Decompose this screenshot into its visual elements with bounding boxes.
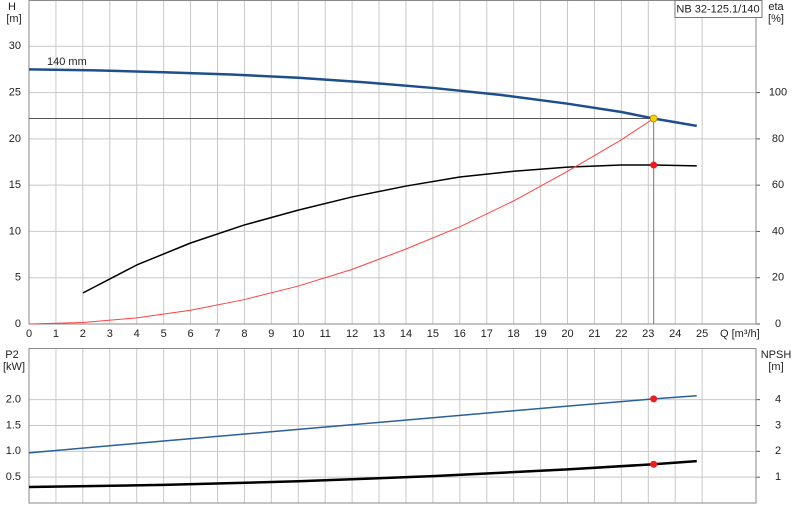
y2-axis-label: NPSH xyxy=(761,349,792,361)
y-axis-label: H xyxy=(8,1,16,13)
x-tick-label: 17 xyxy=(481,328,493,340)
curve xyxy=(28,459,697,489)
x-tick-label: 3 xyxy=(107,328,113,340)
x-tick-label: 21 xyxy=(588,328,600,340)
y-tick-label: 30 xyxy=(9,40,21,52)
plot-frame xyxy=(28,348,757,504)
y2-tick-label: 100 xyxy=(769,86,787,98)
x-tick-label: 11 xyxy=(319,328,330,340)
y2-tick-label: 4 xyxy=(775,394,781,406)
y-tick-label: 15 xyxy=(9,179,21,191)
y2-tick-label: 1 xyxy=(775,471,781,483)
y2-tick-label: 80 xyxy=(772,133,784,145)
x-tick-label: 0 xyxy=(26,328,32,340)
x-tick-label: 9 xyxy=(268,328,274,340)
curve xyxy=(82,164,697,294)
x-tick-label: 6 xyxy=(187,328,193,340)
y2-tick-label: 0 xyxy=(775,318,781,330)
y2-tick-label: 3 xyxy=(775,419,781,431)
plot-frame xyxy=(28,0,757,325)
duty-point xyxy=(650,161,658,169)
y-tick-label: 20 xyxy=(9,133,21,145)
y-axis-label: P2 xyxy=(5,349,18,361)
duty-point xyxy=(650,460,658,468)
x-tick-label: 18 xyxy=(508,328,520,340)
y-tick-label: 1.0 xyxy=(6,445,21,457)
y-axis-unit: [kW] xyxy=(3,361,25,373)
x-tick-label: 19 xyxy=(534,328,546,340)
y-tick-label: 25 xyxy=(9,86,21,98)
y2-tick-label: 2 xyxy=(775,445,781,457)
x-tick-label: 4 xyxy=(134,328,140,340)
curve-annotation: 140 mm xyxy=(47,56,87,68)
x-tick-label: 8 xyxy=(241,328,247,340)
x-tick-label: 16 xyxy=(454,328,466,340)
y2-tick-label: 60 xyxy=(772,179,784,191)
x-axis-label: Q [m³/h] xyxy=(720,328,760,340)
x-tick-label: 2 xyxy=(80,328,86,340)
x-tick-label: 22 xyxy=(615,328,627,340)
curve xyxy=(28,68,697,128)
x-tick-label: 10 xyxy=(292,328,304,340)
curve xyxy=(28,118,654,325)
curve xyxy=(28,395,697,454)
y2-axis-unit: [%] xyxy=(768,13,784,25)
x-tick-label: 24 xyxy=(669,328,681,340)
x-tick-label: 20 xyxy=(561,328,573,340)
y-tick-label: 0.5 xyxy=(6,471,21,483)
y-tick-label: 0 xyxy=(15,318,21,330)
y2-axis-unit: [m] xyxy=(768,361,783,373)
x-tick-label: 12 xyxy=(346,328,358,340)
x-tick-label: 5 xyxy=(161,328,167,340)
y2-axis-label: eta xyxy=(768,1,784,13)
y-tick-label: 2.0 xyxy=(6,394,21,406)
chart-title: NB 32-125.1/140 xyxy=(676,3,759,15)
x-tick-label: 14 xyxy=(400,328,412,340)
y-tick-label: 1.5 xyxy=(6,419,21,431)
y2-tick-label: 20 xyxy=(772,272,784,284)
y2-tick-label: 40 xyxy=(772,225,784,237)
x-tick-label: 1 xyxy=(53,328,59,340)
duty-point xyxy=(649,114,658,123)
y-tick-label: 10 xyxy=(9,225,21,237)
x-tick-label: 25 xyxy=(696,328,708,340)
duty-point xyxy=(650,395,658,403)
title-box xyxy=(674,0,763,18)
x-tick-label: 7 xyxy=(214,328,220,340)
x-tick-label: 23 xyxy=(642,328,654,340)
x-tick-label: 15 xyxy=(427,328,439,340)
y-tick-label: 5 xyxy=(15,272,21,284)
x-tick-label: 13 xyxy=(373,328,385,340)
y-axis-unit: [m] xyxy=(6,13,21,25)
